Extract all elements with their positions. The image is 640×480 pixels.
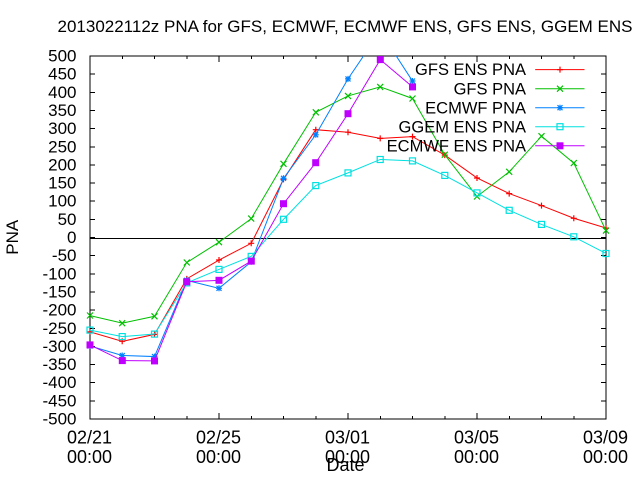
svg-text:-150: -150 — [42, 282, 76, 301]
svg-text:-400: -400 — [42, 373, 76, 392]
svg-text:00:00: 00:00 — [454, 447, 499, 467]
svg-text:400: 400 — [48, 83, 76, 102]
svg-text:02/21: 02/21 — [67, 427, 112, 447]
svg-text:-50: -50 — [52, 246, 77, 265]
svg-text:-450: -450 — [42, 391, 76, 410]
svg-text:450: 450 — [48, 65, 76, 84]
svg-text:03/01: 03/01 — [325, 427, 370, 447]
svg-text:-300: -300 — [42, 337, 76, 356]
svg-text:300: 300 — [48, 119, 76, 138]
svg-text:-350: -350 — [42, 355, 76, 374]
svg-text:Date: Date — [326, 455, 364, 475]
svg-text:-500: -500 — [42, 410, 76, 429]
svg-text:100: 100 — [48, 192, 76, 211]
svg-text:GFS PNA: GFS PNA — [454, 80, 526, 98]
svg-text:GFS ENS PNA: GFS ENS PNA — [415, 61, 526, 79]
svg-text:500: 500 — [48, 47, 76, 66]
svg-text:03/09: 03/09 — [583, 427, 628, 447]
svg-text:00:00: 00:00 — [67, 447, 112, 467]
svg-text:GGEM ENS PNA: GGEM ENS PNA — [399, 118, 526, 136]
svg-text:ECMWF PNA: ECMWF PNA — [425, 99, 526, 117]
svg-text:00:00: 00:00 — [196, 447, 241, 467]
svg-text:02/25: 02/25 — [196, 427, 241, 447]
svg-text:PNA: PNA — [3, 219, 22, 255]
svg-text:50: 50 — [58, 210, 77, 229]
svg-text:2013022112z PNA for GFS, ECMWF: 2013022112z PNA for GFS, ECMWF, ECMWF EN… — [58, 17, 633, 36]
svg-text:350: 350 — [48, 101, 76, 120]
svg-text:00:00: 00:00 — [325, 447, 370, 467]
svg-text:00:00: 00:00 — [583, 447, 628, 467]
svg-text:150: 150 — [48, 174, 76, 193]
svg-text:200: 200 — [48, 155, 76, 174]
svg-text:0: 0 — [67, 228, 76, 247]
svg-text:03/05: 03/05 — [454, 427, 499, 447]
svg-text:-250: -250 — [42, 319, 76, 338]
svg-text:250: 250 — [48, 137, 76, 156]
svg-text:-100: -100 — [42, 264, 76, 283]
svg-text:-200: -200 — [42, 301, 76, 320]
svg-text:ECMWF ENS PNA: ECMWF ENS PNA — [387, 137, 526, 155]
